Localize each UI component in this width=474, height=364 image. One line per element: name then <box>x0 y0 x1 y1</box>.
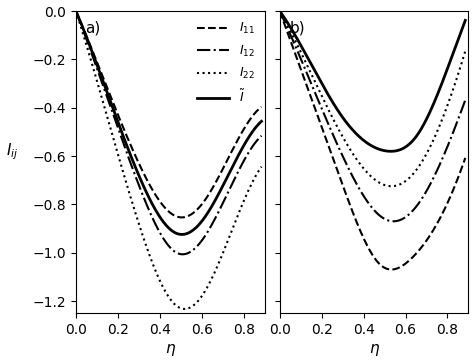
$\tilde{I}$ <box>226 173 231 177</box>
Line: $I_{22}$: $I_{22}$ <box>76 11 262 309</box>
$I_{12}$ <box>173 250 179 255</box>
Line: $\tilde{I}$: $\tilde{I}$ <box>76 11 262 234</box>
$I_{22}$ <box>73 9 79 13</box>
$I_{22}$ <box>182 307 187 311</box>
X-axis label: $\eta$: $\eta$ <box>164 343 176 359</box>
$I_{12}$ <box>259 134 264 138</box>
$\tilde{I}$ <box>184 232 190 236</box>
$I_{12}$ <box>162 239 168 244</box>
$\tilde{I}$ <box>161 221 167 225</box>
Legend: $I_{11}$, $I_{12}$, $I_{22}$, $\tilde{I}$: $I_{11}$, $I_{12}$, $I_{22}$, $\tilde{I}… <box>194 17 258 109</box>
$\tilde{I}$ <box>179 232 185 237</box>
Line: $I_{11}$: $I_{11}$ <box>76 11 262 217</box>
$I_{11}$ <box>173 214 179 219</box>
$\tilde{I}$ <box>259 119 264 123</box>
X-axis label: $\eta$: $\eta$ <box>368 343 380 359</box>
$I_{11}$ <box>162 206 168 210</box>
$I_{12}$ <box>161 237 167 242</box>
$I_{22}$ <box>259 165 264 169</box>
$I_{22}$ <box>184 306 190 311</box>
$I_{12}$ <box>255 138 260 142</box>
$\tilde{I}$ <box>255 123 260 128</box>
$\tilde{I}$ <box>173 231 179 236</box>
$I_{11}$ <box>255 108 260 112</box>
$I_{12}$ <box>73 9 79 13</box>
$I_{22}$ <box>226 237 231 241</box>
$I_{12}$ <box>184 252 190 256</box>
$I_{22}$ <box>162 289 168 293</box>
$\tilde{I}$ <box>162 222 168 226</box>
$I_{11}$ <box>161 205 167 209</box>
$I_{22}$ <box>173 304 179 308</box>
Y-axis label: $I_{ij}$: $I_{ij}$ <box>6 142 18 162</box>
$I_{11}$ <box>179 215 184 219</box>
$I_{11}$ <box>226 156 231 160</box>
$I_{22}$ <box>255 171 260 175</box>
$I_{22}$ <box>161 287 167 291</box>
$I_{11}$ <box>184 214 190 219</box>
$I_{12}$ <box>180 252 185 257</box>
Line: $I_{12}$: $I_{12}$ <box>76 11 262 254</box>
$I_{11}$ <box>73 9 79 13</box>
Text: a): a) <box>85 20 100 35</box>
$I_{11}$ <box>259 105 264 109</box>
$I_{12}$ <box>226 189 231 194</box>
$\tilde{I}$ <box>73 9 79 13</box>
Text: b): b) <box>289 20 305 35</box>
